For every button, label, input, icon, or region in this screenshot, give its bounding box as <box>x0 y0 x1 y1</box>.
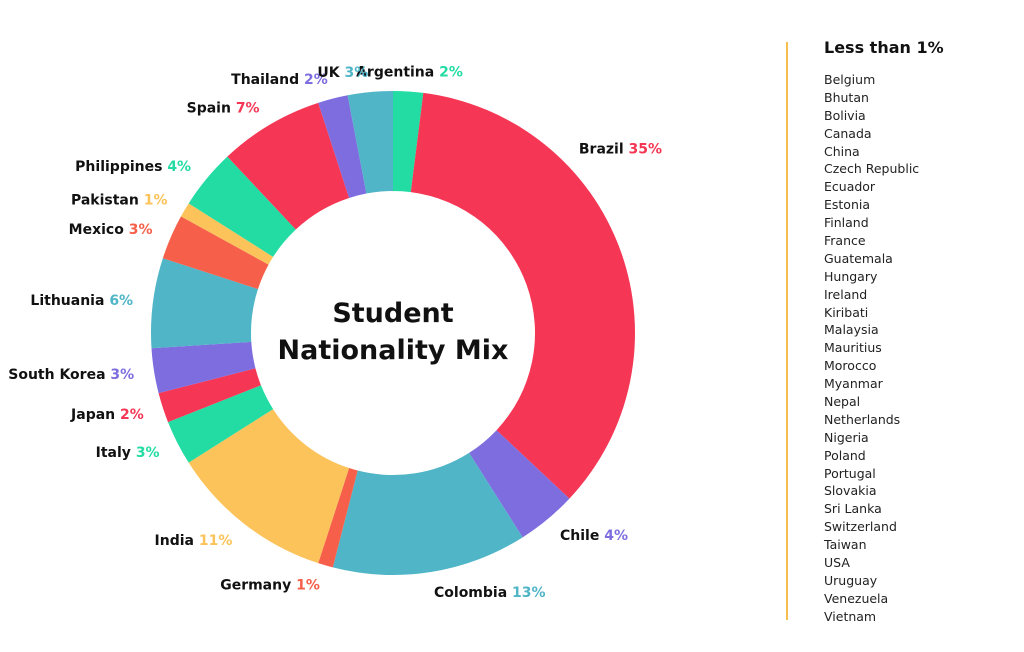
minor-country-item: Netherlands <box>824 411 901 427</box>
side-panel-divider <box>786 42 788 620</box>
slice-south-korea <box>151 341 256 394</box>
minor-country-item: Portugal <box>824 465 876 481</box>
minor-country-item: Myanmar <box>824 376 883 392</box>
minor-country-item: Taiwan <box>824 537 867 553</box>
label-spain: Spain 7% <box>187 101 260 117</box>
label-mexico: Mexico 3% <box>69 222 153 238</box>
minor-country-item: Slovakia <box>824 483 877 499</box>
minor-country-item: Ecuador <box>824 179 876 195</box>
slice-germany <box>318 468 358 568</box>
chart-slice-labels: Argentina 2% Brazil 35% Chile 4% Colombia 1… <box>8 65 662 601</box>
slice-mexico <box>162 216 269 290</box>
label-philippines: Philippines 4% <box>75 159 191 175</box>
minor-country-item: Czech Republic <box>824 161 920 177</box>
minor-country-item: Vietnam <box>824 608 877 624</box>
slice-colombia <box>332 452 523 575</box>
label-germany: Germany 1% <box>220 578 320 594</box>
slice-italy <box>167 385 274 463</box>
minor-country-item: Poland <box>824 447 866 463</box>
minor-country-item: Sri Lanka <box>824 501 882 517</box>
label-india: India 11% <box>155 533 233 549</box>
minor-country-item: Canada <box>824 125 872 141</box>
label-chile: Chile 4% <box>560 528 628 544</box>
chart-title-line-2: Nationality Mix <box>278 335 509 366</box>
minor-country-item: USA <box>824 555 850 571</box>
minor-country-list: Belgium Bhutan Bolivia Canada China Czech Rep… <box>824 71 944 626</box>
label-colombia: Colombia 13% <box>434 585 546 601</box>
minor-country-item: Estonia <box>824 197 871 213</box>
minor-country-item: Bhutan <box>824 89 869 105</box>
label-lithuania: Lithuania 6% <box>30 293 133 309</box>
minor-country-item: Malaysia <box>824 322 879 338</box>
slice-japan <box>158 368 261 423</box>
slice-philippines <box>188 156 296 257</box>
minor-country-item: Finland <box>824 215 869 231</box>
chart-title-line-1: Student <box>332 298 453 329</box>
side-panel: Less than 1% Belgium Bhutan Bolivia Canada C… <box>824 38 944 626</box>
slice-lithuania <box>151 258 258 349</box>
minor-country-item: Nigeria <box>824 429 869 445</box>
slice-brazil <box>410 92 636 499</box>
minor-country-item: Switzerland <box>824 519 897 535</box>
slice-pakistan <box>180 203 274 265</box>
minor-country-item: Mauritius <box>824 340 882 356</box>
minor-country-item: France <box>824 233 866 249</box>
label-brazil: Brazil 35% <box>579 141 662 157</box>
donut-chart: Argentina 2% Brazil 35% Chile 4% Colombia 1… <box>8 65 662 601</box>
minor-country-item: Venezuela <box>824 590 889 606</box>
label-thailand: Thailand 2% <box>231 72 328 88</box>
minor-country-item: Guatemala <box>824 250 893 266</box>
minor-country-item: Hungary <box>824 268 878 284</box>
minor-country-item: Ireland <box>824 286 868 302</box>
chart-slices <box>151 91 636 575</box>
label-japan: Japan 2% <box>70 407 144 423</box>
slice-chile <box>469 430 570 538</box>
slice-spain <box>227 102 350 230</box>
slice-argentina <box>393 91 424 193</box>
minor-country-item: Uruguay <box>824 572 878 588</box>
minor-country-item: China <box>824 143 860 159</box>
minor-country-item: Kiribati <box>824 304 869 320</box>
label-south-korea: South Korea 3% <box>8 367 134 383</box>
slice-uk <box>347 91 393 194</box>
minor-country-item: Nepal <box>824 394 861 410</box>
minor-country-item: Bolivia <box>824 107 866 123</box>
side-panel-heading: Less than 1% <box>824 38 944 57</box>
slice-india <box>188 409 350 564</box>
minor-country-item: Morocco <box>824 358 877 374</box>
label-argentina: Argentina 2% <box>356 65 463 81</box>
label-uk: UK 3% <box>317 65 368 81</box>
slice-thailand <box>318 95 367 198</box>
minor-country-item: Belgium <box>824 72 876 87</box>
label-pakistan: Pakistan 1% <box>71 193 168 209</box>
label-italy: Italy 3% <box>96 445 160 461</box>
